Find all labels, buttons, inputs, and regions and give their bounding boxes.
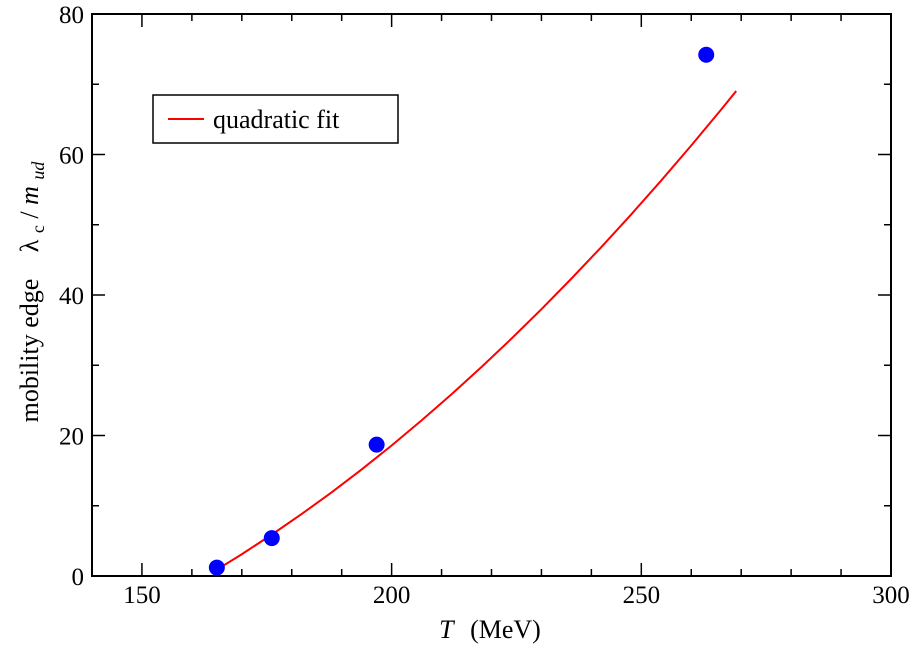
data-point: [368, 436, 385, 453]
y-axis-lambda-subscript: c: [28, 225, 48, 233]
y-axis-lambda: λ: [15, 239, 44, 252]
y-tick-label: 40: [59, 283, 84, 310]
x-tick-label: 250: [623, 582, 661, 609]
y-axis-title: mobility edge λ c / m ud: [15, 161, 50, 423]
y-tick-label: 0: [72, 564, 85, 591]
tick-labels: 150 200 250 300 0 20 40 60 80: [59, 2, 910, 609]
x-axis-title: T (MeV): [439, 615, 541, 644]
x-tick-label: 200: [373, 582, 411, 609]
y-tick-label: 20: [59, 424, 84, 451]
fit-curve: [211, 90, 737, 574]
y-axis-label-text: mobility edge: [15, 279, 44, 423]
plot-content: [208, 46, 737, 576]
plot-frame: [91, 13, 892, 577]
x-tick-label: 150: [123, 582, 161, 609]
x-tick-label: 300: [872, 582, 910, 609]
y-tick-label: 80: [59, 2, 84, 29]
data-point: [698, 46, 715, 63]
data-point: [208, 559, 225, 576]
data-point: [263, 530, 280, 547]
x-axis-unit: (MeV): [470, 615, 541, 644]
legend: quadratic fit: [152, 94, 399, 144]
y-axis-slash: /: [15, 211, 44, 219]
y-axis-m: m: [15, 186, 44, 205]
legend-label: quadratic fit: [213, 105, 340, 134]
x-axis-variable: T: [439, 615, 455, 644]
y-tick-label: 60: [59, 143, 84, 170]
y-axis-m-subscript: ud: [28, 161, 48, 180]
